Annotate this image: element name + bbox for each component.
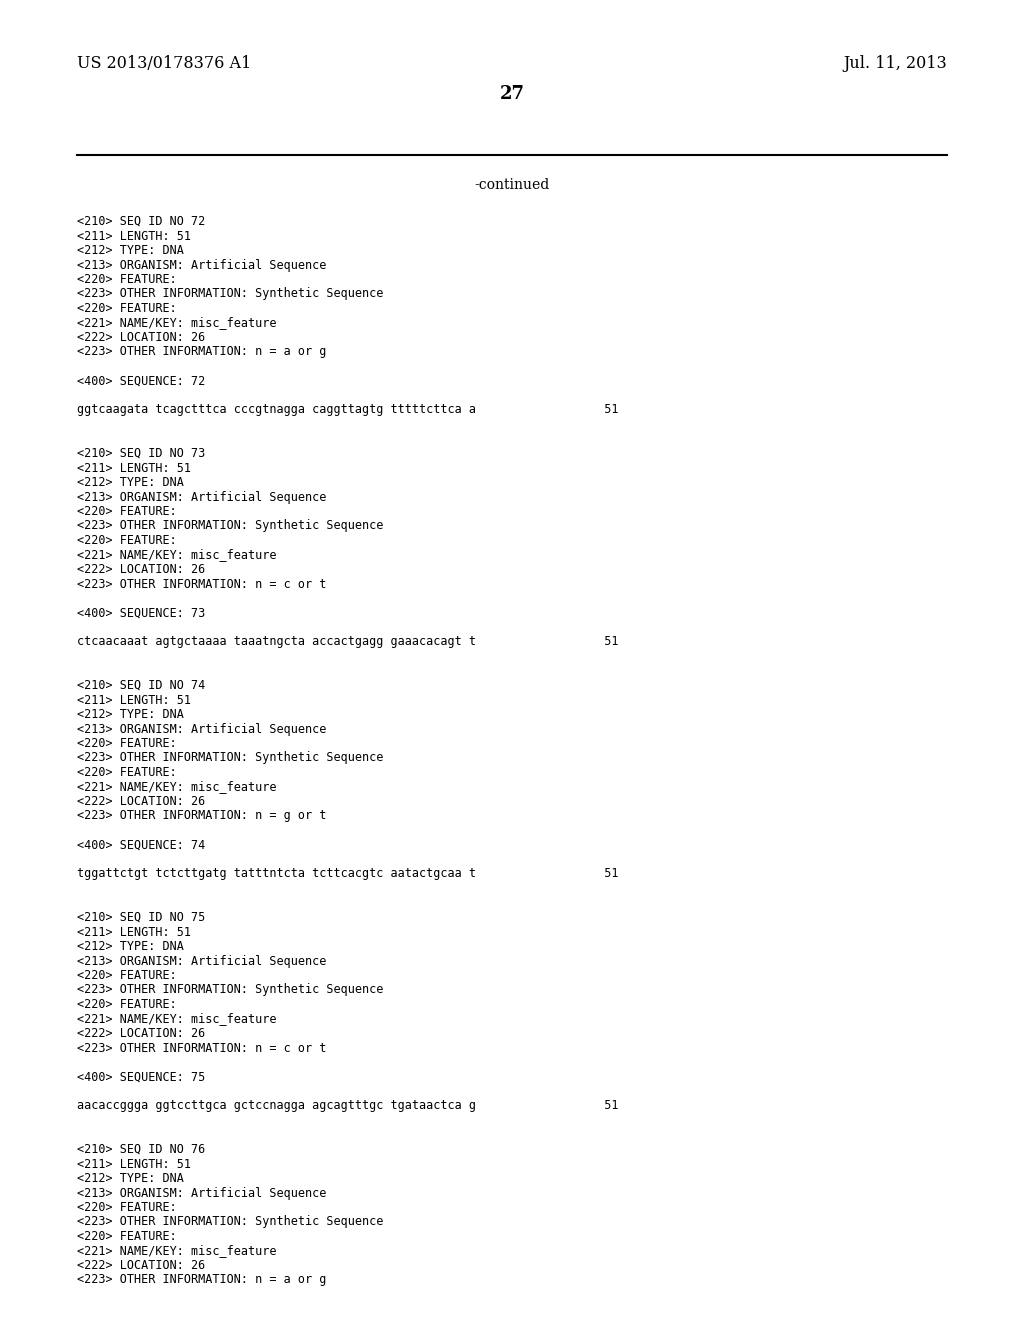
Text: <400> SEQUENCE: 74: <400> SEQUENCE: 74 [77, 838, 205, 851]
Text: <220> FEATURE:: <220> FEATURE: [77, 506, 176, 517]
Text: <223> OTHER INFORMATION: Synthetic Sequence: <223> OTHER INFORMATION: Synthetic Seque… [77, 1216, 383, 1229]
Text: <213> ORGANISM: Artificial Sequence: <213> ORGANISM: Artificial Sequence [77, 1187, 327, 1200]
Text: <221> NAME/KEY: misc_feature: <221> NAME/KEY: misc_feature [77, 780, 276, 793]
Text: <210> SEQ ID NO 72: <210> SEQ ID NO 72 [77, 215, 205, 228]
Text: <221> NAME/KEY: misc_feature: <221> NAME/KEY: misc_feature [77, 317, 276, 330]
Text: <213> ORGANISM: Artificial Sequence: <213> ORGANISM: Artificial Sequence [77, 491, 327, 503]
Text: <213> ORGANISM: Artificial Sequence: <213> ORGANISM: Artificial Sequence [77, 954, 327, 968]
Text: <220> FEATURE:: <220> FEATURE: [77, 1201, 176, 1214]
Text: <210> SEQ ID NO 76: <210> SEQ ID NO 76 [77, 1143, 205, 1156]
Text: <211> LENGTH: 51: <211> LENGTH: 51 [77, 925, 190, 939]
Text: <212> TYPE: DNA: <212> TYPE: DNA [77, 940, 183, 953]
Text: -continued: -continued [474, 178, 550, 191]
Text: <221> NAME/KEY: misc_feature: <221> NAME/KEY: misc_feature [77, 1245, 276, 1258]
Text: <212> TYPE: DNA: <212> TYPE: DNA [77, 1172, 183, 1185]
Text: <210> SEQ ID NO 73: <210> SEQ ID NO 73 [77, 447, 205, 459]
Text: <211> LENGTH: 51: <211> LENGTH: 51 [77, 693, 190, 706]
Text: <223> OTHER INFORMATION: n = g or t: <223> OTHER INFORMATION: n = g or t [77, 809, 327, 822]
Text: <211> LENGTH: 51: <211> LENGTH: 51 [77, 462, 190, 474]
Text: <220> FEATURE:: <220> FEATURE: [77, 766, 176, 779]
Text: <223> OTHER INFORMATION: Synthetic Sequence: <223> OTHER INFORMATION: Synthetic Seque… [77, 520, 383, 532]
Text: <212> TYPE: DNA: <212> TYPE: DNA [77, 244, 183, 257]
Text: <222> LOCATION: 26: <222> LOCATION: 26 [77, 1027, 205, 1040]
Text: <222> LOCATION: 26: <222> LOCATION: 26 [77, 331, 205, 345]
Text: 27: 27 [500, 84, 524, 103]
Text: <220> FEATURE:: <220> FEATURE: [77, 302, 176, 315]
Text: <220> FEATURE:: <220> FEATURE: [77, 998, 176, 1011]
Text: <221> NAME/KEY: misc_feature: <221> NAME/KEY: misc_feature [77, 549, 276, 561]
Text: <212> TYPE: DNA: <212> TYPE: DNA [77, 708, 183, 721]
Text: <220> FEATURE:: <220> FEATURE: [77, 273, 176, 286]
Text: tggattctgt tctcttgatg tatttntcta tcttcacgtc aatactgcaa t                  51: tggattctgt tctcttgatg tatttntcta tcttcac… [77, 867, 618, 880]
Text: <220> FEATURE:: <220> FEATURE: [77, 1230, 176, 1243]
Text: <223> OTHER INFORMATION: Synthetic Sequence: <223> OTHER INFORMATION: Synthetic Seque… [77, 288, 383, 301]
Text: <213> ORGANISM: Artificial Sequence: <213> ORGANISM: Artificial Sequence [77, 259, 327, 272]
Text: Jul. 11, 2013: Jul. 11, 2013 [844, 55, 947, 73]
Text: aacaccggga ggtccttgca gctccnagga agcagtttgc tgataactca g                  51: aacaccggga ggtccttgca gctccnagga agcagtt… [77, 1100, 618, 1113]
Text: <223> OTHER INFORMATION: n = c or t: <223> OTHER INFORMATION: n = c or t [77, 578, 327, 590]
Text: <220> FEATURE:: <220> FEATURE: [77, 969, 176, 982]
Text: <222> LOCATION: 26: <222> LOCATION: 26 [77, 564, 205, 576]
Text: ctcaacaaat agtgctaaaa taaatngcta accactgagg gaaacacagt t                  51: ctcaacaaat agtgctaaaa taaatngcta accactg… [77, 635, 618, 648]
Text: <220> FEATURE:: <220> FEATURE: [77, 535, 176, 546]
Text: <210> SEQ ID NO 75: <210> SEQ ID NO 75 [77, 911, 205, 924]
Text: <400> SEQUENCE: 72: <400> SEQUENCE: 72 [77, 375, 205, 388]
Text: US 2013/0178376 A1: US 2013/0178376 A1 [77, 55, 251, 73]
Text: <400> SEQUENCE: 73: <400> SEQUENCE: 73 [77, 606, 205, 619]
Text: <400> SEQUENCE: 75: <400> SEQUENCE: 75 [77, 1071, 205, 1084]
Text: <211> LENGTH: 51: <211> LENGTH: 51 [77, 1158, 190, 1171]
Text: <221> NAME/KEY: misc_feature: <221> NAME/KEY: misc_feature [77, 1012, 276, 1026]
Text: <222> LOCATION: 26: <222> LOCATION: 26 [77, 795, 205, 808]
Text: <223> OTHER INFORMATION: n = c or t: <223> OTHER INFORMATION: n = c or t [77, 1041, 327, 1055]
Text: <223> OTHER INFORMATION: n = a or g: <223> OTHER INFORMATION: n = a or g [77, 346, 327, 359]
Text: <223> OTHER INFORMATION: Synthetic Sequence: <223> OTHER INFORMATION: Synthetic Seque… [77, 751, 383, 764]
Text: <223> OTHER INFORMATION: n = a or g: <223> OTHER INFORMATION: n = a or g [77, 1274, 327, 1287]
Text: <222> LOCATION: 26: <222> LOCATION: 26 [77, 1259, 205, 1272]
Text: <210> SEQ ID NO 74: <210> SEQ ID NO 74 [77, 678, 205, 692]
Text: <223> OTHER INFORMATION: Synthetic Sequence: <223> OTHER INFORMATION: Synthetic Seque… [77, 983, 383, 997]
Text: <213> ORGANISM: Artificial Sequence: <213> ORGANISM: Artificial Sequence [77, 722, 327, 735]
Text: <212> TYPE: DNA: <212> TYPE: DNA [77, 477, 183, 488]
Text: <220> FEATURE:: <220> FEATURE: [77, 737, 176, 750]
Text: <211> LENGTH: 51: <211> LENGTH: 51 [77, 230, 190, 243]
Text: ggtcaagata tcagctttca cccgtnagga caggttagtg tttttcttca a                  51: ggtcaagata tcagctttca cccgtnagga caggtta… [77, 404, 618, 417]
